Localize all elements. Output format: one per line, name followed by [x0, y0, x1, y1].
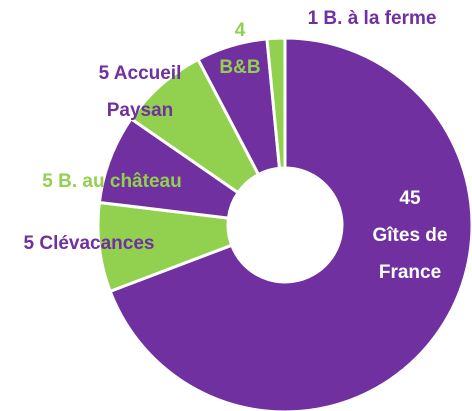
category-label: Gîtes de France	[372, 225, 448, 283]
value-label: 5	[42, 171, 53, 192]
value-label: 5	[23, 233, 35, 254]
slice	[265, 36, 287, 170]
value-label: 5	[98, 63, 110, 84]
value-label: 45	[399, 188, 421, 209]
category-label: Clévacances	[39, 233, 155, 254]
slice-label: 1 B. à la ferme	[272, 0, 472, 37]
slice-label: 5 B. au château	[22, 163, 202, 200]
category-label: Accueil Paysan	[106, 63, 182, 121]
value-label: 1	[307, 8, 319, 29]
value-label: 4	[234, 20, 246, 41]
category-label: B&B	[219, 57, 261, 78]
slice	[108, 36, 472, 411]
category-label: B. à la ferme	[323, 8, 437, 29]
category-label: B. au château	[58, 171, 182, 192]
slice-label: 45 Gîtes de France	[355, 180, 465, 291]
slice-label: 5 Accueil Paysan	[75, 55, 205, 129]
slice-label: 4 B&B	[205, 12, 275, 86]
slice-label: 5 Clévacances	[4, 225, 174, 262]
